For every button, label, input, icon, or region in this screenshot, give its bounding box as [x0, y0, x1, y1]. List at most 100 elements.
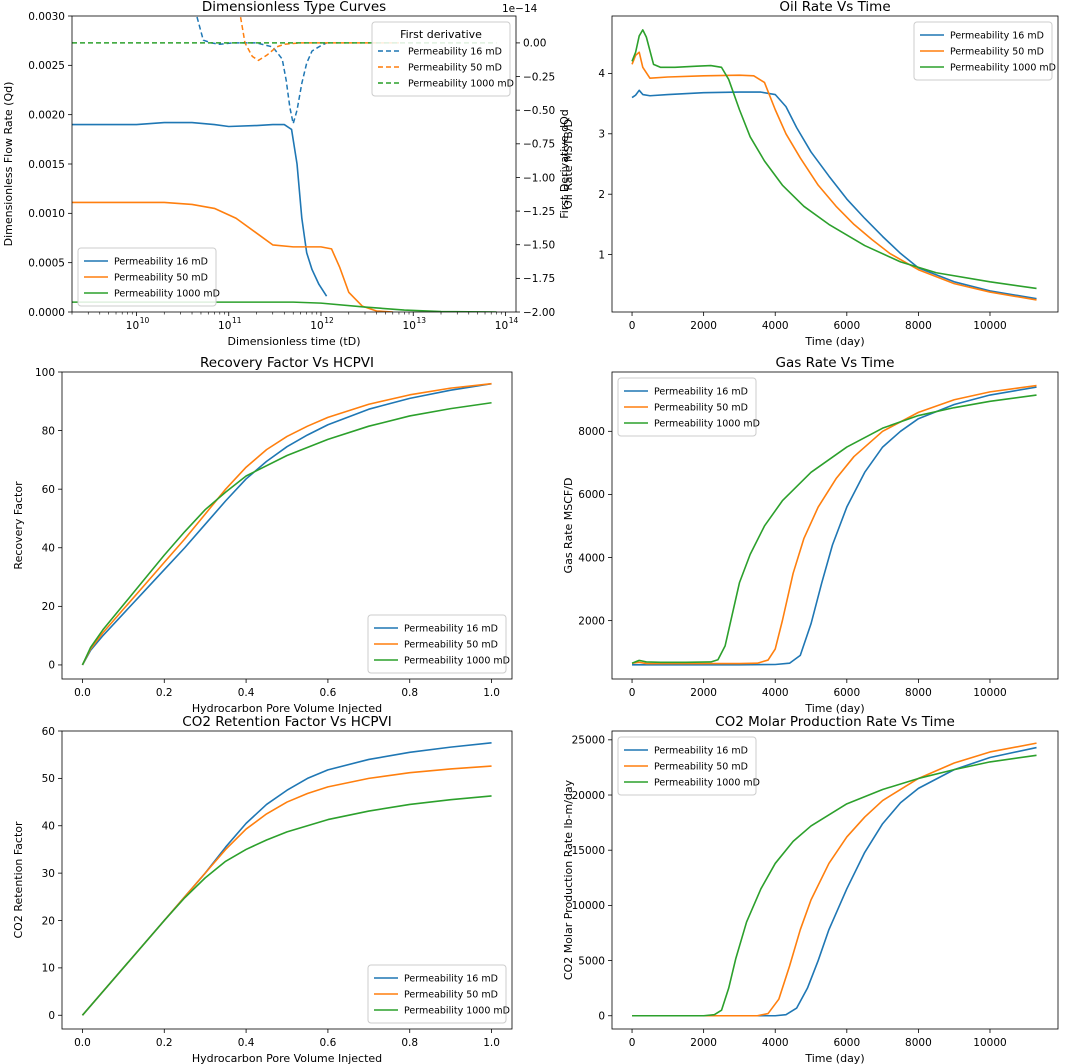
chart-co2-retention: CO2 Retention Factor Vs HCPVI Hydrocarbon… — [12, 714, 513, 1064]
y2-tick-label: 0.00 — [523, 38, 546, 50]
x-tick-label: 0 — [629, 1037, 636, 1049]
y-tick-label: 6000 — [578, 489, 605, 501]
y-axis-label: Dimensionless Flow Rate (Qd) — [2, 82, 15, 247]
y-tick-label: 30 — [42, 868, 55, 880]
y-tick-label: 0.0000 — [28, 307, 65, 319]
axes-frame — [61, 730, 513, 1030]
legend-entry-label: Permeability 1000 mD — [114, 289, 220, 300]
legend: First derivative Permeability 16 mD Permea… — [371, 21, 514, 97]
x-tick-exponent: 14 — [509, 316, 519, 325]
y2-tick-label: −1.25 — [523, 206, 555, 218]
y-tick-label: 2 — [598, 189, 605, 201]
y-axis-label: Oil Rate MSTB/D — [562, 119, 575, 209]
series-group — [632, 742, 1037, 1017]
series-line-3 — [631, 29, 1037, 290]
legend: Permeability 16 mD Permeability 50 mD Perm… — [77, 247, 220, 307]
chart-title: CO2 Molar Production Rate Vs Time — [715, 714, 955, 730]
x-tick-label: 6000 — [833, 687, 860, 699]
x-tick-label: 0.2 — [156, 1037, 173, 1049]
y-tick-label: 60 — [42, 484, 55, 496]
chart-co2-molar: CO2 Molar Production Rate Vs Time Time (d… — [562, 714, 1059, 1064]
x-tick-label: 0.4 — [238, 1037, 255, 1049]
x-tick-label: 10000 — [973, 320, 1006, 332]
legend-entry-label: Permeability 16 mD — [404, 974, 498, 985]
x-tick-label: 8000 — [905, 320, 932, 332]
legend-entry-label: Permeability 16 mD — [654, 746, 748, 757]
series-group — [631, 384, 1037, 666]
x-tick-label: 0.0 — [74, 687, 91, 699]
x-tick-label: 6000 — [833, 1037, 860, 1049]
y-tick-label: 0 — [48, 660, 55, 672]
y-tick-label: 10000 — [572, 900, 605, 912]
y-tick-label: 15000 — [572, 845, 605, 857]
y-axis-label: CO2 Molar Production Rate lb-m/day — [562, 779, 575, 980]
x-tick-exponent: 13 — [416, 316, 426, 325]
series-line-1 — [81, 382, 492, 666]
y-tick-label: 2000 — [578, 615, 605, 627]
legend-entry-label: Permeability 50 mD — [654, 762, 748, 773]
legend-entry-label: Permeability 16 mD — [408, 47, 502, 58]
series-line-2 — [632, 742, 1037, 1017]
series-line-3 — [631, 394, 1037, 664]
legend-entry-label: Permeability 50 mD — [114, 273, 208, 284]
legend: Permeability 16 mD Permeability 50 mD Perm… — [913, 21, 1056, 81]
y2-offset-label: 1e−14 — [502, 3, 538, 15]
chart-recovery-factor: Recovery Factor Vs HCPVI Hydrocarbon Pore… — [12, 355, 513, 715]
y-tick-label: 20 — [42, 601, 55, 613]
y-tick-label: 50 — [42, 773, 55, 785]
series-group — [631, 29, 1037, 301]
y-tick-label: 100 — [35, 367, 55, 379]
x-tick-label: 0.2 — [156, 687, 173, 699]
x-tick-label: 0.6 — [320, 687, 337, 699]
y-tick-label: 0.0030 — [28, 11, 65, 23]
x-tick-label: 10000 — [973, 1037, 1006, 1049]
y-tick-label: 20000 — [572, 790, 605, 802]
legend: Permeability 16 mD Permeability 50 mD Perm… — [617, 377, 760, 437]
x-axis-label: Time (day) — [804, 702, 864, 715]
y-tick-label: 5000 — [578, 955, 605, 967]
derivative-line-1 — [195, 16, 327, 124]
x-tick-label: 10 — [218, 320, 231, 332]
chart-gas-rate: Gas Rate Vs Time Time (day) Gas Rate MSCF/… — [562, 355, 1059, 715]
series-line-2 — [72, 201, 393, 312]
y2-tick-label: −1.50 — [523, 240, 555, 252]
x-tick-label: 8000 — [905, 1037, 932, 1049]
legend-entry-label: Permeability 16 mD — [114, 257, 208, 268]
y-axis-label: CO2 Retention Factor — [12, 821, 25, 939]
y-tick-label: 4 — [598, 68, 605, 80]
x-tick-label: 0.6 — [320, 1037, 337, 1049]
series-line-2 — [631, 384, 1037, 665]
y-tick-label: 0 — [48, 1010, 55, 1022]
x-tick-label: 1.0 — [483, 1037, 500, 1049]
x-tick-label: 10 — [126, 320, 139, 332]
chart-title: Oil Rate Vs Time — [779, 0, 890, 15]
x-tick-label: 4000 — [762, 1037, 789, 1049]
legend-frame — [913, 21, 1053, 81]
y-tick-label: 40 — [42, 821, 55, 833]
legend-frame — [617, 736, 757, 796]
x-axis-label: Time (day) — [804, 1052, 864, 1064]
chart-title: Dimensionless Type Curves — [202, 0, 386, 15]
x-tick-label: 10 — [403, 320, 416, 332]
legend-entry-label: Permeability 1000 mD — [404, 1006, 510, 1017]
series-line-1 — [632, 386, 1037, 666]
y2-tick-label: −0.25 — [523, 71, 555, 83]
x-tick-label: 10 — [310, 320, 323, 332]
y2-tick-label: −2.00 — [523, 307, 555, 319]
legend-frame — [77, 247, 217, 307]
legend: Permeability 16 mD Permeability 50 mD Perm… — [617, 736, 760, 796]
x-tick-label: 0 — [629, 320, 636, 332]
legend-title: First derivative — [400, 28, 482, 41]
legend-frame — [617, 377, 757, 437]
x-tick-label: 2000 — [690, 320, 717, 332]
series-line-2 — [631, 51, 1037, 301]
series-line-3 — [81, 401, 492, 666]
x-tick-label: 0 — [629, 687, 636, 699]
x-tick-label: 10000 — [973, 687, 1006, 699]
y-tick-label: 0.0025 — [28, 60, 65, 72]
y2-axis-label: First Derivative dQd — [558, 109, 571, 218]
series-line-1 — [631, 89, 1037, 300]
series-group — [81, 382, 492, 666]
y-axis-label: Gas Rate MSCF/D — [562, 478, 575, 574]
x-tick-exponent: 10 — [140, 316, 150, 325]
